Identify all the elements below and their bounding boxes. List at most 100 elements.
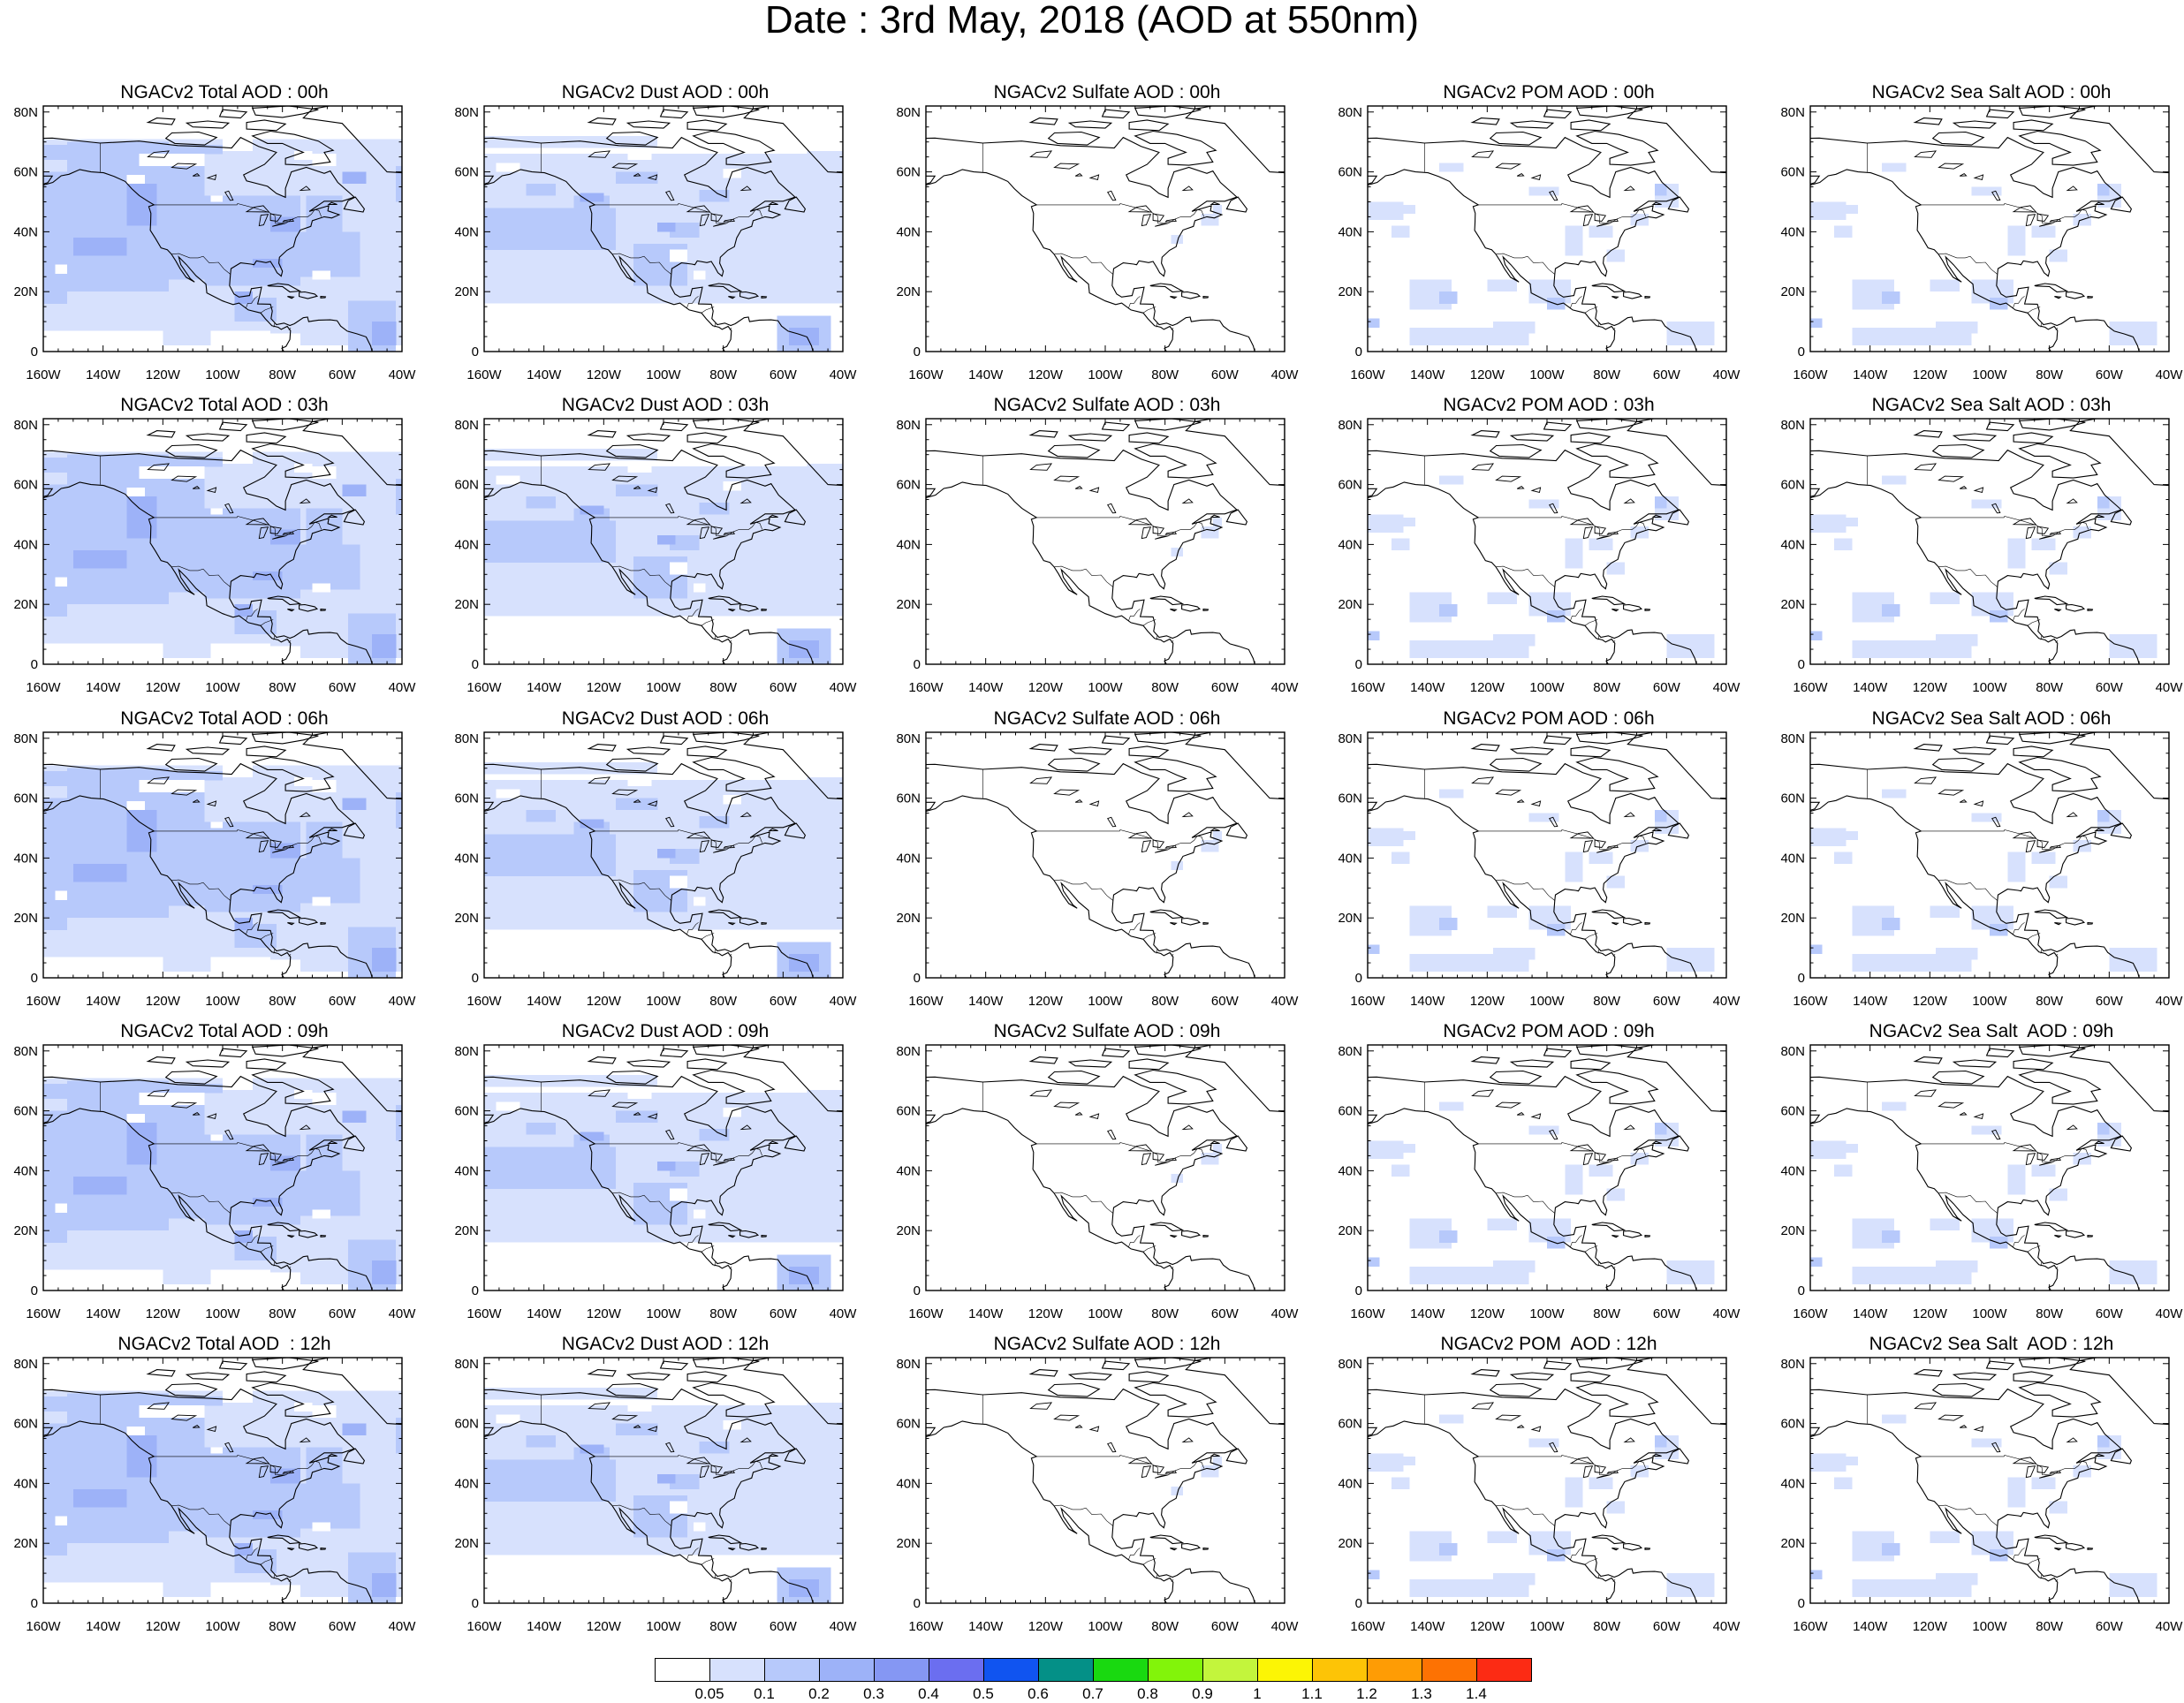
aod-field-cell [72,238,127,256]
lon-tick-label: 120W [1913,994,1948,1009]
lat-tick-label: 0 [914,657,921,672]
map-panel: NGACv2 Dust AOD : 00h 0 20N 40N 60N 80N 160W 14… [454,82,857,382]
map-panel: NGACv2 Dust AOD : 06h 0 20N 40N 60N 80N 160W 14… [454,708,857,1009]
aod-field-cell [342,798,367,811]
aod-field-cell [1834,538,1853,551]
aod-map: 0 20N 40N 60N 80N 160W 140W 120W 100W 80W 60W 40W [13,418,416,695]
lon-tick-label: 60W [1653,1306,1681,1321]
aod-field-cell [1565,1477,1583,1508]
lat-tick-label: 80N [1338,1357,1362,1372]
lon-tick-label: 40W [830,680,858,695]
aod-field-cell [1368,201,1404,220]
aod-field-cell [1971,813,2002,822]
lat-tick-label: 40N [454,224,479,239]
lat-tick-label: 60N [13,165,38,180]
lon-tick-label: 120W [1028,1306,1064,1321]
lat-tick-label: 80N [896,1357,921,1372]
figure-title: Date : 3rd May, 2018 (AOD at 550nm) [764,0,1420,42]
coastlines [1810,106,2169,352]
lat-tick-label: 60N [1780,1104,1805,1119]
aod-field-cell [72,550,127,569]
political-borders [1424,456,1646,643]
lon-tick-label: 140W [527,994,562,1009]
aod-field-cell [627,780,652,786]
coastlines [43,419,402,664]
aod-map: 0 20N 40N 60N 80N 160W 140W 120W 100W 80W 60W 40W [1338,1044,1740,1321]
lon-tick-label: 60W [1653,680,1681,695]
lon-tick-label: 160W [466,1306,502,1321]
lat-tick-label: 60N [454,1104,479,1119]
aod-field-cell [1439,604,1458,617]
lat-tick-label: 80N [896,1044,921,1059]
lat-tick-label: 20N [896,1536,921,1551]
aod-field-cell [270,1585,300,1598]
aod-field-cell [294,150,313,161]
lon-tick-label: 100W [1972,994,2007,1009]
panel-title: NGACv2 Dust AOD : 00h [561,82,770,102]
lat-tick-label: 0 [914,1283,921,1298]
lon-tick-label: 40W [2156,1306,2184,1321]
coastlines [926,732,1285,978]
lon-tick-label: 160W [1350,1619,1385,1634]
aod-field-cell [723,1420,741,1430]
political-borders [100,769,322,957]
lat-tick-label: 20N [896,911,921,926]
aod-map: 0 20N 40N 60N 80N 160W 140W 120W 100W 80W 60W 40W [13,1044,416,1321]
aod-field-cell [204,1447,300,1538]
aod-field-cell [1368,514,1404,533]
aod-field-cell [312,583,330,593]
lat-tick-label: 80N [1780,731,1805,746]
aod-field-cell [1654,810,1667,822]
lon-tick-label: 100W [1529,680,1565,695]
panel-title: NGACv2 Dust AOD : 06h [561,708,770,729]
lon-tick-label: 80W [709,994,738,1009]
lat-tick-label: 0 [1355,1596,1362,1611]
political-borders [541,143,762,330]
lat-tick-label: 40N [13,537,38,552]
lat-tick-label: 80N [13,105,38,120]
lon-tick-label: 160W [1793,367,1828,382]
map-panel: NGACv2 Sulfate AOD : 06h 0 20N 40N 60N 80N 160… [896,708,1299,1009]
lat-tick-label: 20N [1780,284,1805,299]
lat-tick-label: 80N [1780,418,1805,433]
lat-tick-label: 40N [896,851,921,866]
colorbar-swatch [1202,1658,1258,1682]
panel-title: NGACv2 Sea Salt AOD : 00h [1871,82,2112,102]
lon-tick-label: 140W [86,994,121,1009]
lon-tick-label: 120W [146,1619,181,1634]
aod-field-cell [126,496,157,539]
lon-tick-label: 100W [1972,1306,2007,1321]
lat-tick-label: 40N [1338,1163,1362,1178]
colorbar-label: 1.4 [1466,1685,1487,1702]
aod-field-cell [1212,204,1222,215]
aod-field-cell [1368,1257,1380,1267]
lat-tick-label: 20N [454,284,479,299]
aod-field-cell [657,1162,676,1171]
lat-tick-label: 40N [454,1476,479,1491]
map-panel: NGACv2 Total AOD : 03h 0 20N 40N 60N 80N 160W 1… [13,395,416,695]
aod-field-cell [43,171,68,304]
aod-field-cell [1589,852,1613,865]
lat-tick-label: 0 [31,344,38,360]
lat-tick-label: 20N [13,1536,38,1551]
aod-map: 0 20N 40N 60N 80N 160W 140W 120W 100W 80W 60W 40W [1338,1357,1740,1634]
aod-field-cell [1930,1218,1960,1231]
lon-tick-label: 120W [1470,367,1505,382]
lon-tick-label: 140W [1853,1306,1888,1321]
panel-title: NGACv2 POM AOD : 03h [1443,395,1655,415]
lon-tick-label: 140W [527,680,562,695]
aod-field-cell [126,801,145,811]
panel-title: NGACv2 Sulfate AOD : 09h [993,1021,1221,1041]
aod-field-cell [342,171,367,185]
lon-tick-label: 140W [527,1619,562,1634]
lon-tick-label: 80W [709,367,738,382]
lon-tick-label: 40W [1271,994,1300,1009]
aod-field-cell [1666,948,1715,973]
lat-tick-label: 20N [896,1223,921,1238]
lon-tick-label: 140W [1410,367,1445,382]
aod-field-cell [294,1402,313,1412]
aod-field-cell [1397,1143,1416,1154]
lon-tick-label: 120W [587,680,622,695]
lon-tick-label: 140W [1853,1619,1888,1634]
